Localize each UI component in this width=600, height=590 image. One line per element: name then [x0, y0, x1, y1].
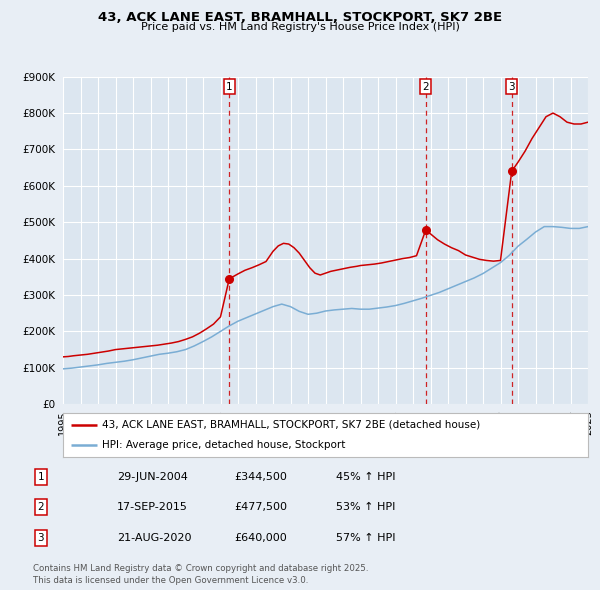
Text: 29-JUN-2004: 29-JUN-2004 — [117, 472, 188, 481]
Text: 3: 3 — [508, 81, 515, 91]
Text: 43, ACK LANE EAST, BRAMHALL, STOCKPORT, SK7 2BE: 43, ACK LANE EAST, BRAMHALL, STOCKPORT, … — [98, 11, 502, 24]
Text: £344,500: £344,500 — [234, 472, 287, 481]
Text: Price paid vs. HM Land Registry's House Price Index (HPI): Price paid vs. HM Land Registry's House … — [140, 22, 460, 32]
Text: 45% ↑ HPI: 45% ↑ HPI — [336, 472, 395, 481]
Text: 2: 2 — [37, 503, 44, 512]
Text: 57% ↑ HPI: 57% ↑ HPI — [336, 533, 395, 543]
Text: 1: 1 — [226, 81, 233, 91]
Text: £640,000: £640,000 — [234, 533, 287, 543]
Text: 53% ↑ HPI: 53% ↑ HPI — [336, 503, 395, 512]
Text: 21-AUG-2020: 21-AUG-2020 — [117, 533, 191, 543]
Text: 3: 3 — [37, 533, 44, 543]
Text: £477,500: £477,500 — [234, 503, 287, 512]
Text: 2: 2 — [422, 81, 429, 91]
Text: 1: 1 — [37, 472, 44, 481]
Text: HPI: Average price, detached house, Stockport: HPI: Average price, detached house, Stoc… — [103, 440, 346, 450]
Text: 17-SEP-2015: 17-SEP-2015 — [117, 503, 188, 512]
Text: Contains HM Land Registry data © Crown copyright and database right 2025.
This d: Contains HM Land Registry data © Crown c… — [33, 565, 368, 585]
Text: 43, ACK LANE EAST, BRAMHALL, STOCKPORT, SK7 2BE (detached house): 43, ACK LANE EAST, BRAMHALL, STOCKPORT, … — [103, 420, 481, 430]
